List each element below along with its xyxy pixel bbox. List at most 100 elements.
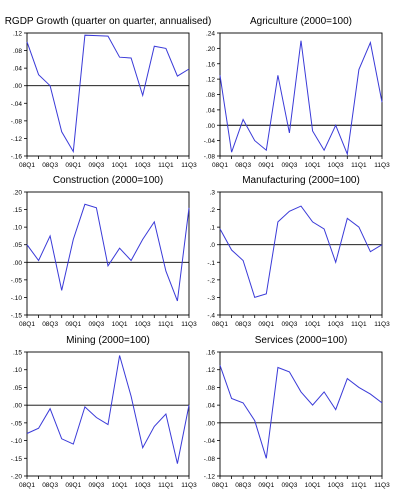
x-tick-label: 11Q3: [374, 482, 390, 489]
y-tick-label: .00: [206, 420, 215, 427]
y-tick-label: -.05: [11, 277, 23, 284]
y-tick-label: -.08: [11, 118, 23, 125]
chart-title: Agriculture (2000=100): [250, 16, 352, 27]
x-tick-label: 11Q1: [351, 482, 367, 489]
x-tick-label: 08Q1: [19, 162, 35, 169]
x-tick-label: 08Q3: [42, 482, 58, 489]
y-tick-label: .08: [206, 92, 215, 99]
chart-title: Services (2000=100): [255, 335, 348, 346]
y-tick-label: .12: [13, 31, 22, 38]
x-tick-label: 08Q3: [235, 321, 251, 328]
y-tick-label: .04: [206, 107, 215, 114]
x-tick-label: 09Q1: [258, 321, 274, 328]
x-tick-label: 09Q3: [88, 162, 104, 169]
chart-title: Manufacturing (2000=100): [242, 175, 360, 186]
x-tick-label: 09Q3: [88, 482, 104, 489]
y-tick-label: -.10: [11, 295, 23, 302]
y-tick-label: .0: [210, 242, 216, 249]
y-tick-label: .24: [206, 31, 215, 38]
x-tick-label: 10Q1: [112, 162, 128, 169]
y-tick-label: .04: [206, 403, 215, 410]
x-tick-label: 11Q1: [351, 321, 367, 328]
y-tick-label: -.2: [207, 277, 215, 284]
y-tick-label: -.08: [204, 154, 216, 161]
y-tick-label: -.4: [207, 313, 215, 320]
chart-panel: Mining (2000=100) -.20 -.15 -.10 -.05 .00 .05.…: [11, 335, 197, 489]
y-tick-label: .10: [13, 367, 22, 374]
x-tick-label: 08Q3: [42, 162, 58, 169]
x-tick-label: 08Q3: [235, 162, 251, 169]
x-tick-label: 10Q1: [112, 482, 128, 489]
chart-title: RGDP Growth (quarter on quarter, annuali…: [5, 16, 212, 27]
chart-panel: RGDP Growth (quarter on quarter, annuali…: [5, 16, 212, 169]
chart-panel: Services (2000=100) -.12 -.08 -.04 .00 .04 .08…: [204, 335, 390, 489]
x-tick-label: 09Q1: [258, 162, 274, 169]
y-tick-label: -.20: [11, 474, 23, 481]
x-tick-label: 10Q3: [328, 321, 344, 328]
y-tick-label: .00: [206, 123, 215, 130]
x-tick-label: 10Q1: [305, 482, 321, 489]
y-tick-label: -.3: [207, 295, 215, 302]
x-tick-label: 11Q3: [181, 162, 197, 169]
plot-frame: [26, 191, 190, 316]
x-tick-label: 08Q3: [235, 482, 251, 489]
x-tick-label: 10Q3: [135, 321, 151, 328]
x-tick-label: 09Q1: [65, 482, 81, 489]
x-tick-label: 11Q1: [158, 162, 174, 169]
x-tick-label: 11Q1: [158, 482, 174, 489]
x-tick-label: 08Q1: [19, 482, 35, 489]
series-line: [219, 40, 383, 157]
chart-panel: Construction (2000=100) -.15 -.10 -.05 .00 .0…: [11, 175, 197, 328]
y-tick-label: -.15: [11, 313, 23, 320]
chart-panel: Manufacturing (2000=100) -.4 -.3 -.2 -.1 .0 .1…: [207, 175, 390, 328]
y-tick-label: .1: [210, 225, 216, 232]
y-tick-label: .16: [206, 350, 215, 357]
series-line: [26, 34, 190, 154]
x-tick-label: 10Q1: [305, 162, 321, 169]
y-tick-label: .08: [206, 385, 215, 392]
y-tick-label: .12: [206, 367, 215, 374]
y-tick-label: -.16: [11, 154, 23, 161]
plot-frame: [219, 351, 383, 477]
x-tick-label: 09Q3: [88, 321, 104, 328]
x-tick-label: 08Q1: [212, 482, 228, 489]
x-tick-label: 11Q3: [374, 321, 390, 328]
x-tick-label: 09Q1: [65, 321, 81, 328]
x-tick-label: 09Q3: [281, 162, 297, 169]
y-tick-label: -.12: [204, 474, 216, 481]
y-tick-label: -.08: [204, 456, 216, 463]
y-tick-label: -.04: [204, 438, 216, 445]
x-tick-label: 11Q3: [181, 482, 197, 489]
x-tick-label: 11Q3: [374, 162, 390, 169]
y-tick-label: .00: [13, 403, 22, 410]
y-tick-label: .16: [206, 61, 215, 68]
y-tick-label: -.04: [11, 101, 23, 108]
x-tick-label: 08Q1: [212, 162, 228, 169]
x-tick-label: 09Q1: [65, 162, 81, 169]
x-tick-label: 10Q1: [112, 321, 128, 328]
x-tick-label: 09Q1: [258, 482, 274, 489]
y-tick-label: -.05: [11, 420, 23, 427]
x-tick-label: 10Q3: [328, 482, 344, 489]
y-tick-label: .3: [210, 190, 216, 197]
x-tick-label: 11Q1: [158, 321, 174, 328]
y-tick-label: -.10: [11, 438, 23, 445]
series-line: [219, 205, 383, 299]
chart-panel: Agriculture (2000=100) -.08 -.04 .00 .04 .08.…: [204, 16, 390, 169]
y-tick-label: -.1: [207, 260, 215, 267]
x-tick-label: 10Q1: [305, 321, 321, 328]
series-line: [26, 203, 190, 302]
y-tick-label: .15: [13, 207, 22, 214]
y-tick-label: .20: [206, 46, 215, 53]
y-tick-label: .12: [206, 77, 215, 84]
x-tick-label: 08Q3: [42, 321, 58, 328]
plot-frame: [26, 351, 190, 477]
series-line: [219, 365, 383, 459]
chart-title: Mining (2000=100): [66, 335, 150, 346]
y-tick-label: .20: [13, 190, 22, 197]
x-tick-label: 11Q1: [351, 162, 367, 169]
chart-title: Construction (2000=100): [53, 175, 163, 186]
x-tick-label: 08Q1: [19, 321, 35, 328]
x-tick-label: 10Q3: [135, 162, 151, 169]
